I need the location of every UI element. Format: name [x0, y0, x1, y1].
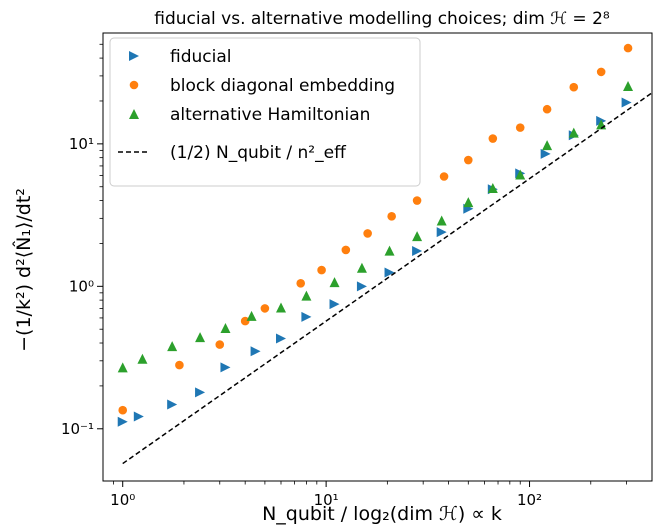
data-point-circle: [387, 212, 396, 221]
plot-frame: [102, 32, 653, 482]
data-point-triangle-up: [275, 302, 286, 313]
legend-label: fiducial: [170, 47, 231, 67]
reference-line: [122, 92, 653, 465]
data-point-circle: [542, 104, 552, 114]
data-point-triangle-right: [301, 311, 312, 322]
data-point-triangle-right: [275, 333, 286, 344]
data-point-triangle-up: [623, 80, 634, 91]
data-point-circle: [341, 245, 351, 255]
data-point-triangle-up: [117, 362, 128, 373]
data-point-triangle-up: [412, 231, 423, 242]
data-point-circle: [317, 265, 326, 275]
y-tick-label: 10⁰: [69, 277, 94, 295]
data-point-triangle-right: [220, 362, 231, 373]
data-point-circle: [488, 134, 498, 143]
svg-text:−(1/k²) d²⟨N̂₁⟩/dt²: −(1/k²) d²⟨N̂₁⟩/dt²: [13, 188, 35, 352]
data-point-triangle-right: [384, 267, 395, 278]
data-point-circle: [260, 304, 270, 313]
data-point-circle: [515, 123, 525, 132]
data-point-circle: [623, 43, 633, 53]
data-point-triangle-right: [167, 399, 178, 410]
x-tick-label: 10⁰: [110, 491, 135, 509]
data-point-triangle-right: [329, 299, 340, 310]
data-point-circle: [596, 67, 606, 77]
data-point-triangle-up: [195, 332, 206, 343]
data-point-triangle-up: [301, 290, 312, 301]
data-point-circle: [464, 155, 473, 165]
data-point-triangle-up: [384, 245, 395, 256]
data-point-circle: [569, 82, 579, 92]
y-axis-label: −(1/k²) d²⟨N̂₁⟩/dt²: [13, 188, 35, 352]
data-point-triangle-right: [250, 346, 261, 357]
legend-label: block diagonal embedding: [170, 76, 395, 96]
legend-label: (1/2) N_qubit / n²_eff: [170, 143, 347, 163]
data-point-triangle-up: [568, 127, 579, 138]
data-point-triangle-right: [195, 387, 206, 398]
legend-label: alternative Hamiltonian: [170, 105, 370, 125]
data-point-triangle-up: [167, 341, 178, 352]
data-point-circle: [240, 316, 250, 326]
data-point-triangle-right: [412, 245, 423, 256]
data-point-triangle-right: [436, 227, 447, 238]
x-axis-label: N_qubit / log₂(dim ℋ) ∝ k: [262, 503, 502, 525]
data-point-circle: [215, 340, 225, 349]
data-point-triangle-up: [515, 169, 526, 180]
data-point-circle: [296, 279, 306, 288]
data-point-triangle-up: [356, 262, 367, 273]
data-point-triangle-right: [356, 281, 367, 292]
y-tick-label: 10¹: [69, 135, 94, 153]
y-tick-label: 10⁻¹: [61, 420, 94, 438]
chart-title: fiducial vs. alternative modelling choic…: [154, 9, 610, 29]
data-point-circle: [439, 172, 449, 181]
data-point-triangle-up: [137, 353, 148, 364]
legend-marker-triangle-right: [129, 51, 139, 61]
data-point-triangle-up: [329, 277, 340, 288]
data-point-triangle-right: [133, 411, 144, 422]
data-point-triangle-up: [436, 215, 447, 226]
data-point-triangle-right: [540, 148, 551, 159]
data-point-circle: [175, 360, 184, 370]
data-point-triangle-up: [246, 310, 257, 321]
data-point-circle: [363, 229, 372, 238]
legend-box: [109, 37, 421, 187]
data-point-triangle-up: [487, 182, 498, 193]
data-point-triangle-right: [117, 416, 128, 427]
data-point-triangle-right: [621, 97, 632, 108]
x-tick-label: 10²: [517, 491, 542, 509]
x-tick-label: 10¹: [314, 491, 339, 509]
data-point-triangle-up: [542, 140, 553, 151]
legend-marker-triangle-up: [129, 109, 139, 119]
data-point-circle: [412, 196, 422, 205]
data-point-circle: [118, 405, 128, 415]
legend-marker-circle: [129, 80, 139, 90]
data-point-triangle-up: [220, 322, 231, 333]
data-point-triangle-up: [463, 197, 474, 208]
